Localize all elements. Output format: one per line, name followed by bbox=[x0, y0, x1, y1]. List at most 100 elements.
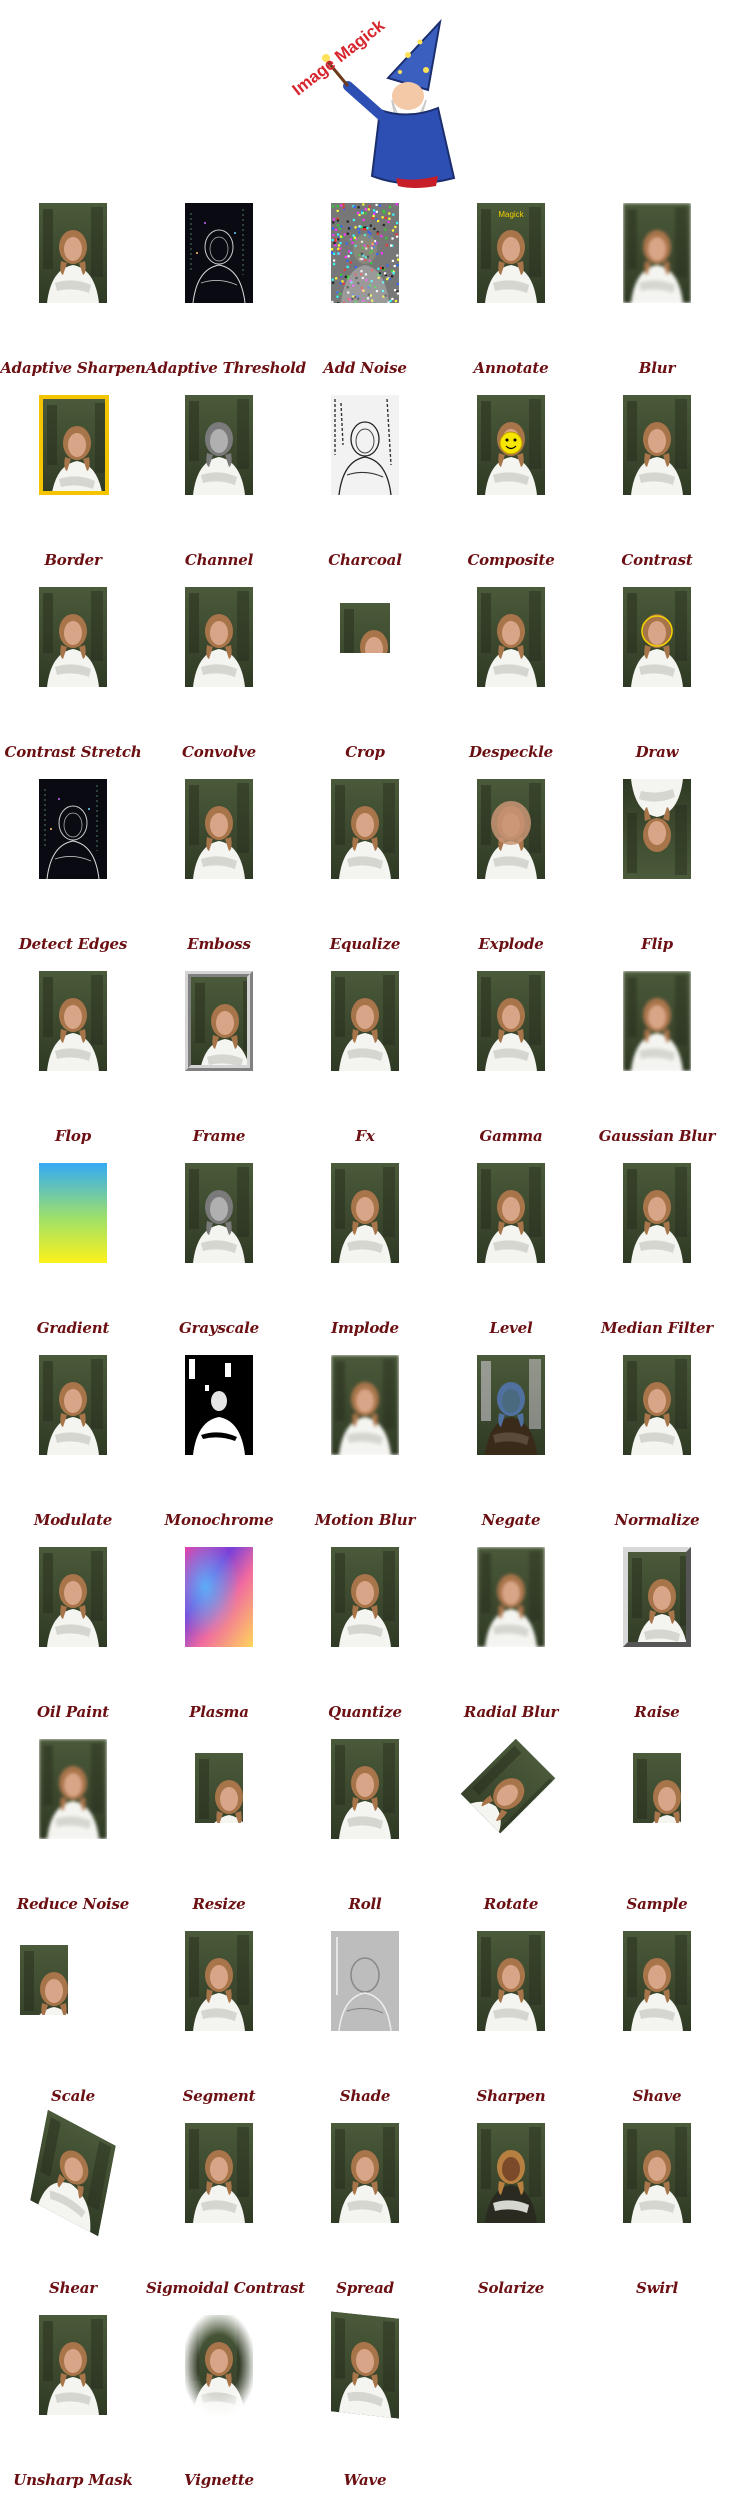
effect-contrast-stretch[interactable]: Contrast Stretch bbox=[0, 581, 146, 773]
effect-thumbnail[interactable] bbox=[39, 395, 109, 495]
effect-thumbnail[interactable] bbox=[30, 2109, 116, 2237]
effect-label[interactable]: Contrast Stretch bbox=[4, 743, 142, 761]
effect-thumbnail[interactable] bbox=[331, 1931, 399, 2031]
effect-label[interactable]: Oil Paint bbox=[36, 1703, 109, 1721]
effect-thumbnail[interactable] bbox=[185, 2123, 253, 2223]
effect-thumbnail[interactable] bbox=[477, 395, 545, 495]
effect-label[interactable]: Border bbox=[44, 551, 102, 569]
effect-adaptive-threshold[interactable]: Adaptive Threshold bbox=[146, 197, 306, 389]
effect-label[interactable]: Shave bbox=[632, 2087, 682, 2105]
effect-thumbnail[interactable] bbox=[477, 2123, 545, 2223]
effect-detect-edges[interactable]: Detect Edges bbox=[0, 773, 146, 965]
effect-median-filter[interactable]: Median Filter bbox=[584, 1157, 730, 1349]
effect-composite[interactable]: Composite bbox=[438, 389, 584, 581]
effect-thumbnail[interactable] bbox=[185, 1163, 253, 1263]
effect-explode[interactable]: Explode bbox=[438, 773, 584, 965]
effect-label[interactable]: Normalize bbox=[614, 1511, 700, 1529]
effect-label[interactable]: Blur bbox=[638, 359, 676, 377]
effect-gaussian-blur[interactable]: Gaussian Blur bbox=[584, 965, 730, 1157]
effect-thumbnail[interactable] bbox=[623, 1931, 691, 2031]
effect-sigmoidal-contrast[interactable]: Sigmoidal Contrast bbox=[146, 2117, 305, 2309]
effect-oil-paint[interactable]: Oil Paint bbox=[0, 1541, 146, 1733]
effect-thumbnail[interactable] bbox=[185, 395, 253, 495]
effect-negate[interactable]: Negate bbox=[438, 1349, 584, 1541]
effect-radial-blur[interactable]: Radial Blur bbox=[438, 1541, 584, 1733]
effect-thumbnail[interactable] bbox=[185, 203, 253, 303]
effect-plasma[interactable]: Plasma bbox=[146, 1541, 292, 1733]
effect-label[interactable]: Fx bbox=[355, 1127, 375, 1145]
effect-label[interactable]: Vignette bbox=[184, 2471, 254, 2489]
effect-sample[interactable]: Sample bbox=[584, 1733, 730, 1925]
effect-label[interactable]: Shear bbox=[49, 2279, 97, 2297]
effect-shade[interactable]: Shade bbox=[292, 1925, 438, 2117]
effect-gradient[interactable]: Gradient bbox=[0, 1157, 146, 1349]
effect-thumbnail[interactable] bbox=[331, 971, 399, 1071]
effect-level[interactable]: Level bbox=[438, 1157, 584, 1349]
effect-thumbnail[interactable] bbox=[331, 203, 399, 303]
effect-normalize[interactable]: Normalize bbox=[584, 1349, 730, 1541]
effect-label[interactable]: Reduce Noise bbox=[16, 1895, 130, 1913]
effect-contrast[interactable]: Contrast bbox=[584, 389, 730, 581]
effect-label[interactable]: Adaptive Sharpen bbox=[0, 359, 146, 377]
effect-quantize[interactable]: Quantize bbox=[292, 1541, 438, 1733]
effect-label[interactable]: Flop bbox=[54, 1127, 92, 1145]
effect-thumbnail[interactable] bbox=[185, 587, 253, 687]
effect-label[interactable]: Add Noise bbox=[323, 359, 407, 377]
effect-thumbnail[interactable] bbox=[623, 587, 691, 687]
effect-rotate[interactable]: Rotate bbox=[438, 1733, 584, 1925]
effect-grayscale[interactable]: Grayscale bbox=[146, 1157, 292, 1349]
effect-label[interactable]: Channel bbox=[184, 551, 254, 569]
effect-thumbnail[interactable] bbox=[623, 971, 691, 1071]
effect-flip[interactable]: Flip bbox=[584, 773, 730, 965]
effect-convolve[interactable]: Convolve bbox=[146, 581, 292, 773]
effect-despeckle[interactable]: Despeckle bbox=[438, 581, 584, 773]
effect-annotate[interactable]: Magick Annotate bbox=[438, 197, 584, 389]
effect-thumbnail[interactable] bbox=[39, 1739, 107, 1839]
effect-monochrome[interactable]: Monochrome bbox=[146, 1349, 292, 1541]
effect-label[interactable]: Raise bbox=[634, 1703, 680, 1721]
effect-label[interactable]: Median Filter bbox=[600, 1319, 713, 1337]
effect-label[interactable]: Despeckle bbox=[469, 743, 553, 761]
effect-thumbnail[interactable] bbox=[185, 971, 253, 1071]
effect-label[interactable]: Segment bbox=[182, 2087, 256, 2105]
effect-thumbnail[interactable] bbox=[623, 2123, 691, 2223]
effect-label[interactable]: Negate bbox=[481, 1511, 541, 1529]
effect-thumbnail[interactable] bbox=[623, 1547, 691, 1647]
effect-label[interactable]: Shade bbox=[339, 2087, 391, 2105]
effect-label[interactable]: Equalize bbox=[329, 935, 401, 953]
effect-charcoal[interactable]: Charcoal bbox=[292, 389, 438, 581]
effect-thumbnail[interactable] bbox=[331, 1355, 399, 1455]
effect-label[interactable]: Sigmoidal Contrast bbox=[146, 2279, 305, 2297]
effect-thumbnail[interactable] bbox=[185, 779, 253, 879]
effect-thumbnail[interactable] bbox=[20, 1945, 68, 2015]
effect-thumbnail[interactable] bbox=[331, 2311, 399, 2419]
effect-thumbnail[interactable] bbox=[477, 971, 545, 1071]
effect-flop[interactable]: Flop bbox=[0, 965, 146, 1157]
effect-motion-blur[interactable]: Motion Blur bbox=[292, 1349, 438, 1541]
effect-label[interactable]: Gamma bbox=[479, 1127, 543, 1145]
effect-thumbnail[interactable] bbox=[460, 1738, 556, 1834]
effect-thumbnail[interactable] bbox=[477, 779, 545, 879]
effect-thumbnail[interactable] bbox=[623, 203, 691, 303]
effect-label[interactable]: Flip bbox=[641, 935, 673, 953]
effect-spread[interactable]: Spread bbox=[292, 2117, 438, 2309]
effect-label[interactable]: Swirl bbox=[635, 2279, 679, 2297]
effect-frame[interactable]: Frame bbox=[146, 965, 292, 1157]
effect-equalize[interactable]: Equalize bbox=[292, 773, 438, 965]
effect-raise[interactable]: Raise bbox=[584, 1541, 730, 1733]
effect-label[interactable]: Solarize bbox=[477, 2279, 545, 2297]
effect-label[interactable]: Charcoal bbox=[328, 551, 402, 569]
effect-thumbnail[interactable] bbox=[331, 2123, 399, 2223]
effect-label[interactable]: Radial Blur bbox=[463, 1703, 559, 1721]
effect-thumbnail[interactable] bbox=[331, 1547, 399, 1647]
effect-blur[interactable]: Blur bbox=[584, 197, 730, 389]
effect-label[interactable]: Implode bbox=[331, 1319, 399, 1337]
effect-thumbnail[interactable] bbox=[477, 1355, 545, 1455]
effect-label[interactable]: Rotate bbox=[483, 1895, 539, 1913]
effect-adaptive-sharpen[interactable]: Adaptive Sharpen bbox=[0, 197, 146, 389]
effect-thumbnail[interactable] bbox=[477, 1163, 545, 1263]
effect-label[interactable]: Modulate bbox=[33, 1511, 113, 1529]
effect-emboss[interactable]: Emboss bbox=[146, 773, 292, 965]
effect-label[interactable]: Unsharp Mask bbox=[13, 2471, 133, 2489]
effect-thumbnail[interactable] bbox=[39, 1355, 107, 1455]
